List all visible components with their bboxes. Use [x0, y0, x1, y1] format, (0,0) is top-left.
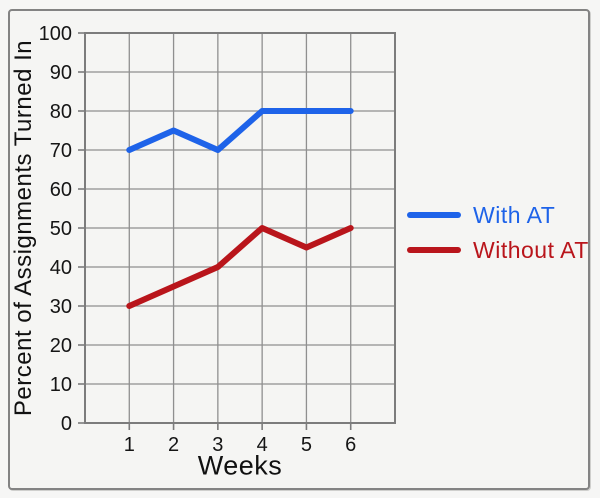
series-line-without-at: [126, 225, 354, 309]
y-tick-label: 40: [50, 257, 72, 279]
y-tick-label: 20: [50, 335, 72, 357]
legend-label-with-at: With AT: [473, 201, 556, 228]
legend-item-without-at: Without AT: [407, 236, 589, 263]
x-tick-label: 2: [168, 434, 179, 456]
legend-item-with-at: With AT: [407, 201, 589, 228]
x-axis-title: Weeks: [197, 450, 283, 481]
y-tick-label: 0: [61, 413, 72, 435]
legend-swatch-without-at: [407, 247, 461, 253]
y-tick-label: 70: [50, 140, 72, 162]
y-tick-label: 90: [50, 62, 72, 84]
chart-legend: With AT Without AT: [407, 201, 589, 263]
y-tick-label: 50: [50, 218, 72, 240]
x-tick-label: 6: [345, 434, 356, 456]
legend-swatch-with-at: [407, 212, 461, 218]
legend-label-without-at: Without AT: [473, 236, 589, 263]
y-tick-label: 100: [39, 23, 72, 45]
x-tick-label: 3: [212, 434, 223, 456]
figure-frame: [8, 9, 590, 490]
x-tick-label: 4: [257, 434, 268, 456]
y-tick-label: 30: [50, 296, 72, 318]
y-tick-label: 80: [50, 101, 72, 123]
x-tick-label: 5: [301, 434, 312, 456]
y-axis-title: Percent of Assignments Turned In: [10, 39, 37, 417]
y-tick-label: 60: [50, 179, 72, 201]
series-line-with-at: [126, 108, 354, 153]
y-tick-label: 10: [50, 374, 72, 396]
x-tick-label: 1: [124, 434, 135, 456]
